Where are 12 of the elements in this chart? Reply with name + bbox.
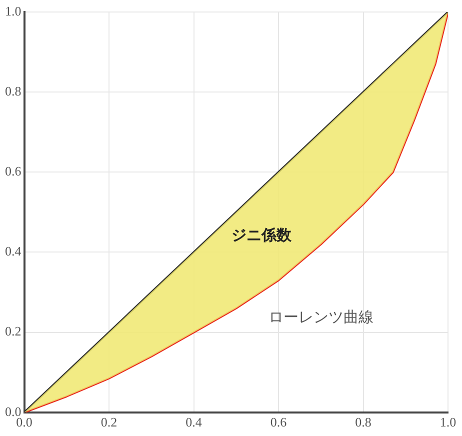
x-tick-label: 0.6	[270, 414, 288, 430]
y-tick-label: 0.6	[5, 164, 22, 179]
y-tick-label: 1.0	[5, 3, 22, 18]
y-tick-label: 0.2	[5, 324, 22, 339]
series-label: ローレンツ曲線	[268, 308, 374, 326]
x-tick-label: 1.0	[440, 414, 456, 430]
x-tick-label: 0.4	[186, 414, 202, 430]
y-tick-label: 0.4	[5, 244, 22, 259]
x-tick-label: 0.2	[100, 414, 118, 430]
annotation: ジニ係数	[232, 226, 293, 244]
y-tick-label: 0.8	[5, 84, 22, 98]
x-tick-label: 0.8	[355, 414, 372, 430]
